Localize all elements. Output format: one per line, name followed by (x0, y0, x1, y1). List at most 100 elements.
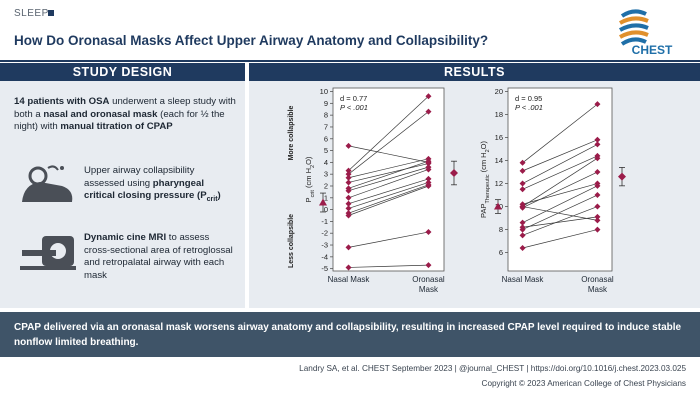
data-point (345, 179, 352, 186)
chart-container: 68101214161820PAPTherapeutic (cm H2O)d =… (478, 84, 648, 308)
data-point (594, 136, 601, 143)
mean-marker (450, 169, 458, 178)
annotation: P < .001 (515, 103, 543, 112)
y-tick-label: 10 (320, 87, 328, 96)
text-run: PAP (479, 204, 488, 218)
design-item: Dynamic cine MRI to assess cross-section… (84, 232, 234, 282)
pair-line (348, 166, 429, 192)
text-run: crit (206, 195, 218, 203)
text-run: 2 (310, 165, 316, 168)
y-tick-label: 2 (324, 181, 328, 190)
panel-heading: RESULTS (249, 63, 700, 81)
y-tick-label: 20 (495, 87, 503, 96)
data-point (425, 166, 432, 173)
text-run: Dynamic cine MRI (84, 232, 167, 243)
text-run: Therapeutic (485, 174, 491, 203)
data-point (519, 159, 526, 166)
pair-line (522, 206, 598, 221)
data-point (425, 229, 432, 236)
y-tick-label: 9 (324, 99, 328, 108)
title: How Do Oronasal Masks Affect Upper Airwa… (14, 33, 489, 48)
y-tick-label: -5 (321, 264, 328, 273)
data-point (594, 226, 601, 233)
chart-container: -5 -4 -3 -2 -1 0 1 2 3 4 5 6 7 8 9 10 Pcrit (cm H2O) More… (285, 84, 475, 308)
conclusion: CPAP delivered via an oronasal mask wors… (14, 322, 682, 348)
mean-marker (319, 198, 327, 206)
conclusion-banner (0, 312, 700, 357)
side-label: Less collapsible (288, 214, 295, 268)
pair-line (522, 216, 598, 228)
pair-line (348, 145, 429, 163)
data-point (345, 200, 352, 207)
data-point (594, 141, 601, 148)
y-tick-label: 3 (324, 170, 328, 179)
mean-marker (618, 172, 626, 181)
data-point (519, 180, 526, 187)
data-point (345, 205, 352, 212)
text-run: 14 patients with OSA (14, 96, 110, 107)
plot-area (507, 87, 613, 272)
pair-line (522, 171, 598, 209)
data-point (594, 203, 601, 210)
data-point (345, 167, 352, 174)
y-tick-label: 7 (324, 122, 328, 131)
data-point (594, 213, 601, 220)
logo-stripes (619, 9, 649, 46)
data-point (519, 219, 526, 226)
pair-line (348, 264, 429, 268)
text-run: O) (304, 156, 313, 165)
data-point (594, 155, 601, 162)
data-point (594, 101, 601, 108)
data-point (425, 158, 432, 165)
text-run: P (304, 197, 313, 202)
design-item: Upper airway collapsibility assessed usi… (84, 165, 234, 206)
data-point (594, 182, 601, 189)
y-tick-label: 5 (324, 146, 328, 155)
icon-shape (22, 182, 73, 202)
data-point (425, 175, 432, 182)
x-tick-label: Oronasal Mask (412, 275, 445, 294)
pair-line (348, 158, 429, 179)
y-tick-label: 0 (324, 205, 328, 214)
x-tick-label: Oronasal Mask (581, 275, 614, 294)
data-point (594, 169, 601, 176)
data-point (519, 186, 526, 193)
pair-line (522, 157, 598, 207)
pair-line (522, 144, 598, 184)
data-point (425, 93, 432, 100)
y-tick-label: 8 (324, 111, 328, 120)
text-run: crit (310, 190, 316, 198)
annotation: d = 0.77 (340, 94, 367, 103)
pair-line (522, 194, 598, 230)
text-run: pharyngeal critical closing pressure (P (84, 177, 207, 202)
text-run: (each for ½ the night) with (14, 108, 225, 133)
icon-shape (28, 166, 48, 186)
text-run: manual titration of CPAP (60, 121, 173, 132)
pair-line (522, 103, 598, 164)
data-point (425, 108, 432, 115)
text-run: ) (217, 190, 221, 201)
data-point (519, 203, 526, 210)
logo: CHEST (619, 9, 673, 57)
pair-line (348, 169, 429, 199)
y-tick-label: 6 (499, 248, 503, 257)
header-rule (0, 60, 700, 62)
data-point (345, 187, 352, 194)
text-run: O) (479, 141, 488, 150)
pair-line (348, 96, 429, 171)
pair-line (348, 231, 429, 248)
pair-line (522, 185, 598, 223)
y-tick-label: 18 (495, 110, 503, 119)
pair-line (348, 163, 429, 183)
data-point (425, 182, 432, 189)
intro: 14 patients with OSA underwent a sleep s… (14, 96, 236, 134)
text-run: to assess cross-sectional area of retrog… (84, 232, 233, 281)
y-axis-label: PAPTherapeutic (cm H2O) (479, 141, 491, 218)
data-point (519, 167, 526, 174)
pair-line (348, 185, 429, 216)
text-run: Upper airway collapsibility assessed usi… (84, 165, 195, 189)
y-tick-label: 12 (495, 179, 503, 188)
